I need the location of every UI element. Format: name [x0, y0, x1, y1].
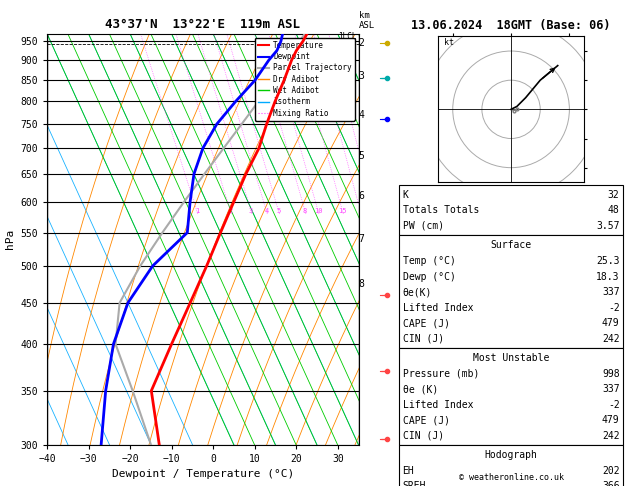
Text: 5: 5 — [276, 208, 281, 214]
Text: 18.3: 18.3 — [596, 272, 620, 281]
Title: 43°37'N  13°22'E  119m ASL: 43°37'N 13°22'E 119m ASL — [105, 18, 301, 32]
Text: 998: 998 — [602, 369, 620, 379]
Text: 3: 3 — [249, 208, 253, 214]
Text: K: K — [403, 190, 408, 200]
Text: CIN (J): CIN (J) — [403, 431, 443, 441]
Text: km
ASL: km ASL — [359, 11, 375, 30]
Text: 4: 4 — [359, 110, 364, 120]
Text: 242: 242 — [602, 334, 620, 344]
Text: 32: 32 — [608, 190, 620, 200]
Text: 337: 337 — [602, 287, 620, 297]
Text: -2: -2 — [608, 303, 620, 312]
Text: θe(K): θe(K) — [403, 287, 432, 297]
Text: 4: 4 — [264, 208, 269, 214]
Text: 242: 242 — [602, 431, 620, 441]
Text: 7: 7 — [359, 234, 364, 244]
Text: Lifted Index: Lifted Index — [403, 400, 473, 410]
Text: 2: 2 — [228, 208, 233, 214]
Text: 1: 1 — [195, 208, 199, 214]
Text: 3.57: 3.57 — [596, 221, 620, 231]
Text: © weatheronline.co.uk: © weatheronline.co.uk — [459, 473, 564, 482]
Text: -2: -2 — [608, 400, 620, 410]
Y-axis label: hPa: hPa — [5, 229, 15, 249]
Text: Most Unstable: Most Unstable — [473, 353, 549, 363]
Text: 479: 479 — [602, 318, 620, 328]
X-axis label: Dewpoint / Temperature (°C): Dewpoint / Temperature (°C) — [112, 469, 294, 479]
Text: 13.06.2024  18GMT (Base: 06): 13.06.2024 18GMT (Base: 06) — [411, 18, 611, 32]
Text: Temp (°C): Temp (°C) — [403, 256, 455, 266]
Text: 202: 202 — [602, 466, 620, 476]
Text: 1LCL: 1LCL — [338, 33, 357, 41]
Text: 2: 2 — [359, 38, 364, 48]
Text: 8: 8 — [303, 208, 307, 214]
Text: 3: 3 — [359, 71, 364, 81]
Text: 366: 366 — [602, 482, 620, 486]
Text: 10: 10 — [314, 208, 322, 214]
Text: Totals Totals: Totals Totals — [403, 206, 479, 215]
Text: kt: kt — [444, 38, 454, 47]
Text: EH: EH — [403, 466, 415, 476]
Text: Dewp (°C): Dewp (°C) — [403, 272, 455, 281]
Text: 48: 48 — [608, 206, 620, 215]
Text: Lifted Index: Lifted Index — [403, 303, 473, 312]
Text: 15: 15 — [338, 208, 347, 214]
Text: SREH: SREH — [403, 482, 426, 486]
Text: Hodograph: Hodograph — [484, 451, 538, 460]
Text: θe (K): θe (K) — [403, 384, 438, 394]
Text: CAPE (J): CAPE (J) — [403, 318, 450, 328]
Text: 25.3: 25.3 — [596, 256, 620, 266]
Text: PW (cm): PW (cm) — [403, 221, 443, 231]
Text: Pressure (mb): Pressure (mb) — [403, 369, 479, 379]
Text: 5: 5 — [359, 151, 364, 161]
Text: 6: 6 — [359, 191, 364, 201]
Text: Surface: Surface — [491, 241, 532, 250]
Text: 8: 8 — [359, 279, 364, 289]
Text: CIN (J): CIN (J) — [403, 334, 443, 344]
Text: 479: 479 — [602, 416, 620, 425]
Text: CAPE (J): CAPE (J) — [403, 416, 450, 425]
Legend: Temperature, Dewpoint, Parcel Trajectory, Dry Adibot, Wet Adibot, Isotherm, Mixi: Temperature, Dewpoint, Parcel Trajectory… — [255, 38, 355, 121]
Text: 337: 337 — [602, 384, 620, 394]
